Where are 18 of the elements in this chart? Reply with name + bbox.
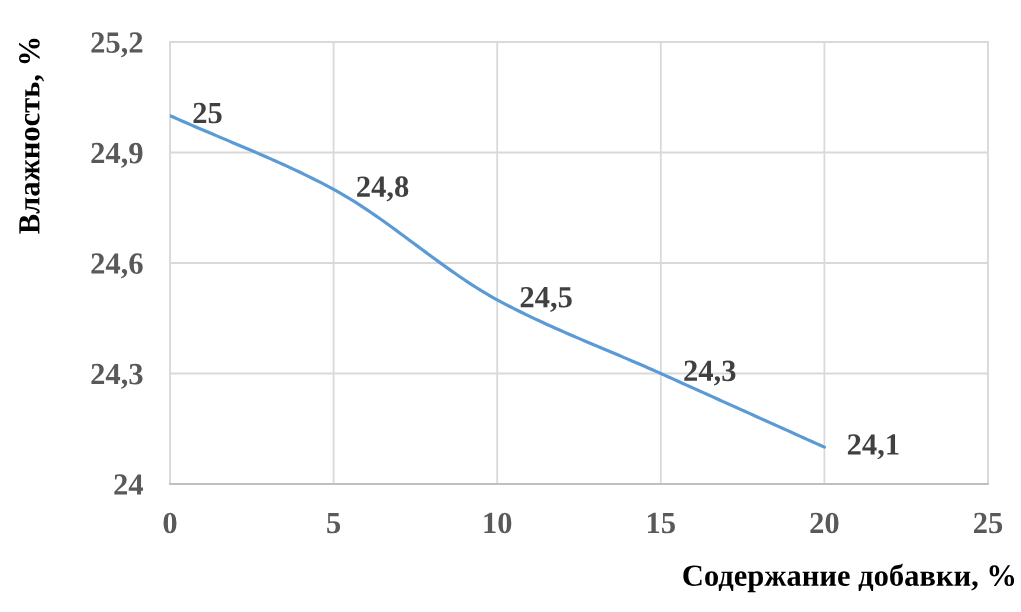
data-label: 24,3 bbox=[684, 360, 736, 386]
x-tick-label: 10 bbox=[484, 512, 512, 534]
data-label: 24,5 bbox=[520, 286, 572, 312]
data-label: 24,8 bbox=[357, 176, 409, 202]
y-tick-label: 24,3 bbox=[91, 363, 143, 389]
y-tick-label: 25,2 bbox=[91, 32, 143, 58]
x-tick-label: 0 bbox=[163, 512, 177, 534]
x-axis-title: Содержание добавки, % bbox=[683, 563, 1015, 593]
data-label: 25 bbox=[193, 102, 222, 124]
data-label: 24,1 bbox=[847, 434, 899, 460]
y-tick-label: 24 bbox=[114, 474, 144, 495]
y-tick-label: 24,9 bbox=[91, 142, 143, 168]
x-tick-label: 5 bbox=[327, 512, 341, 534]
x-tick-label: 20 bbox=[810, 512, 839, 534]
x-tick-label: 25 bbox=[974, 512, 1003, 534]
x-tick-label: 15 bbox=[647, 512, 675, 534]
y-tick-label: 24,6 bbox=[91, 253, 143, 279]
y-axis-title: Влажность, % bbox=[19, 38, 45, 234]
